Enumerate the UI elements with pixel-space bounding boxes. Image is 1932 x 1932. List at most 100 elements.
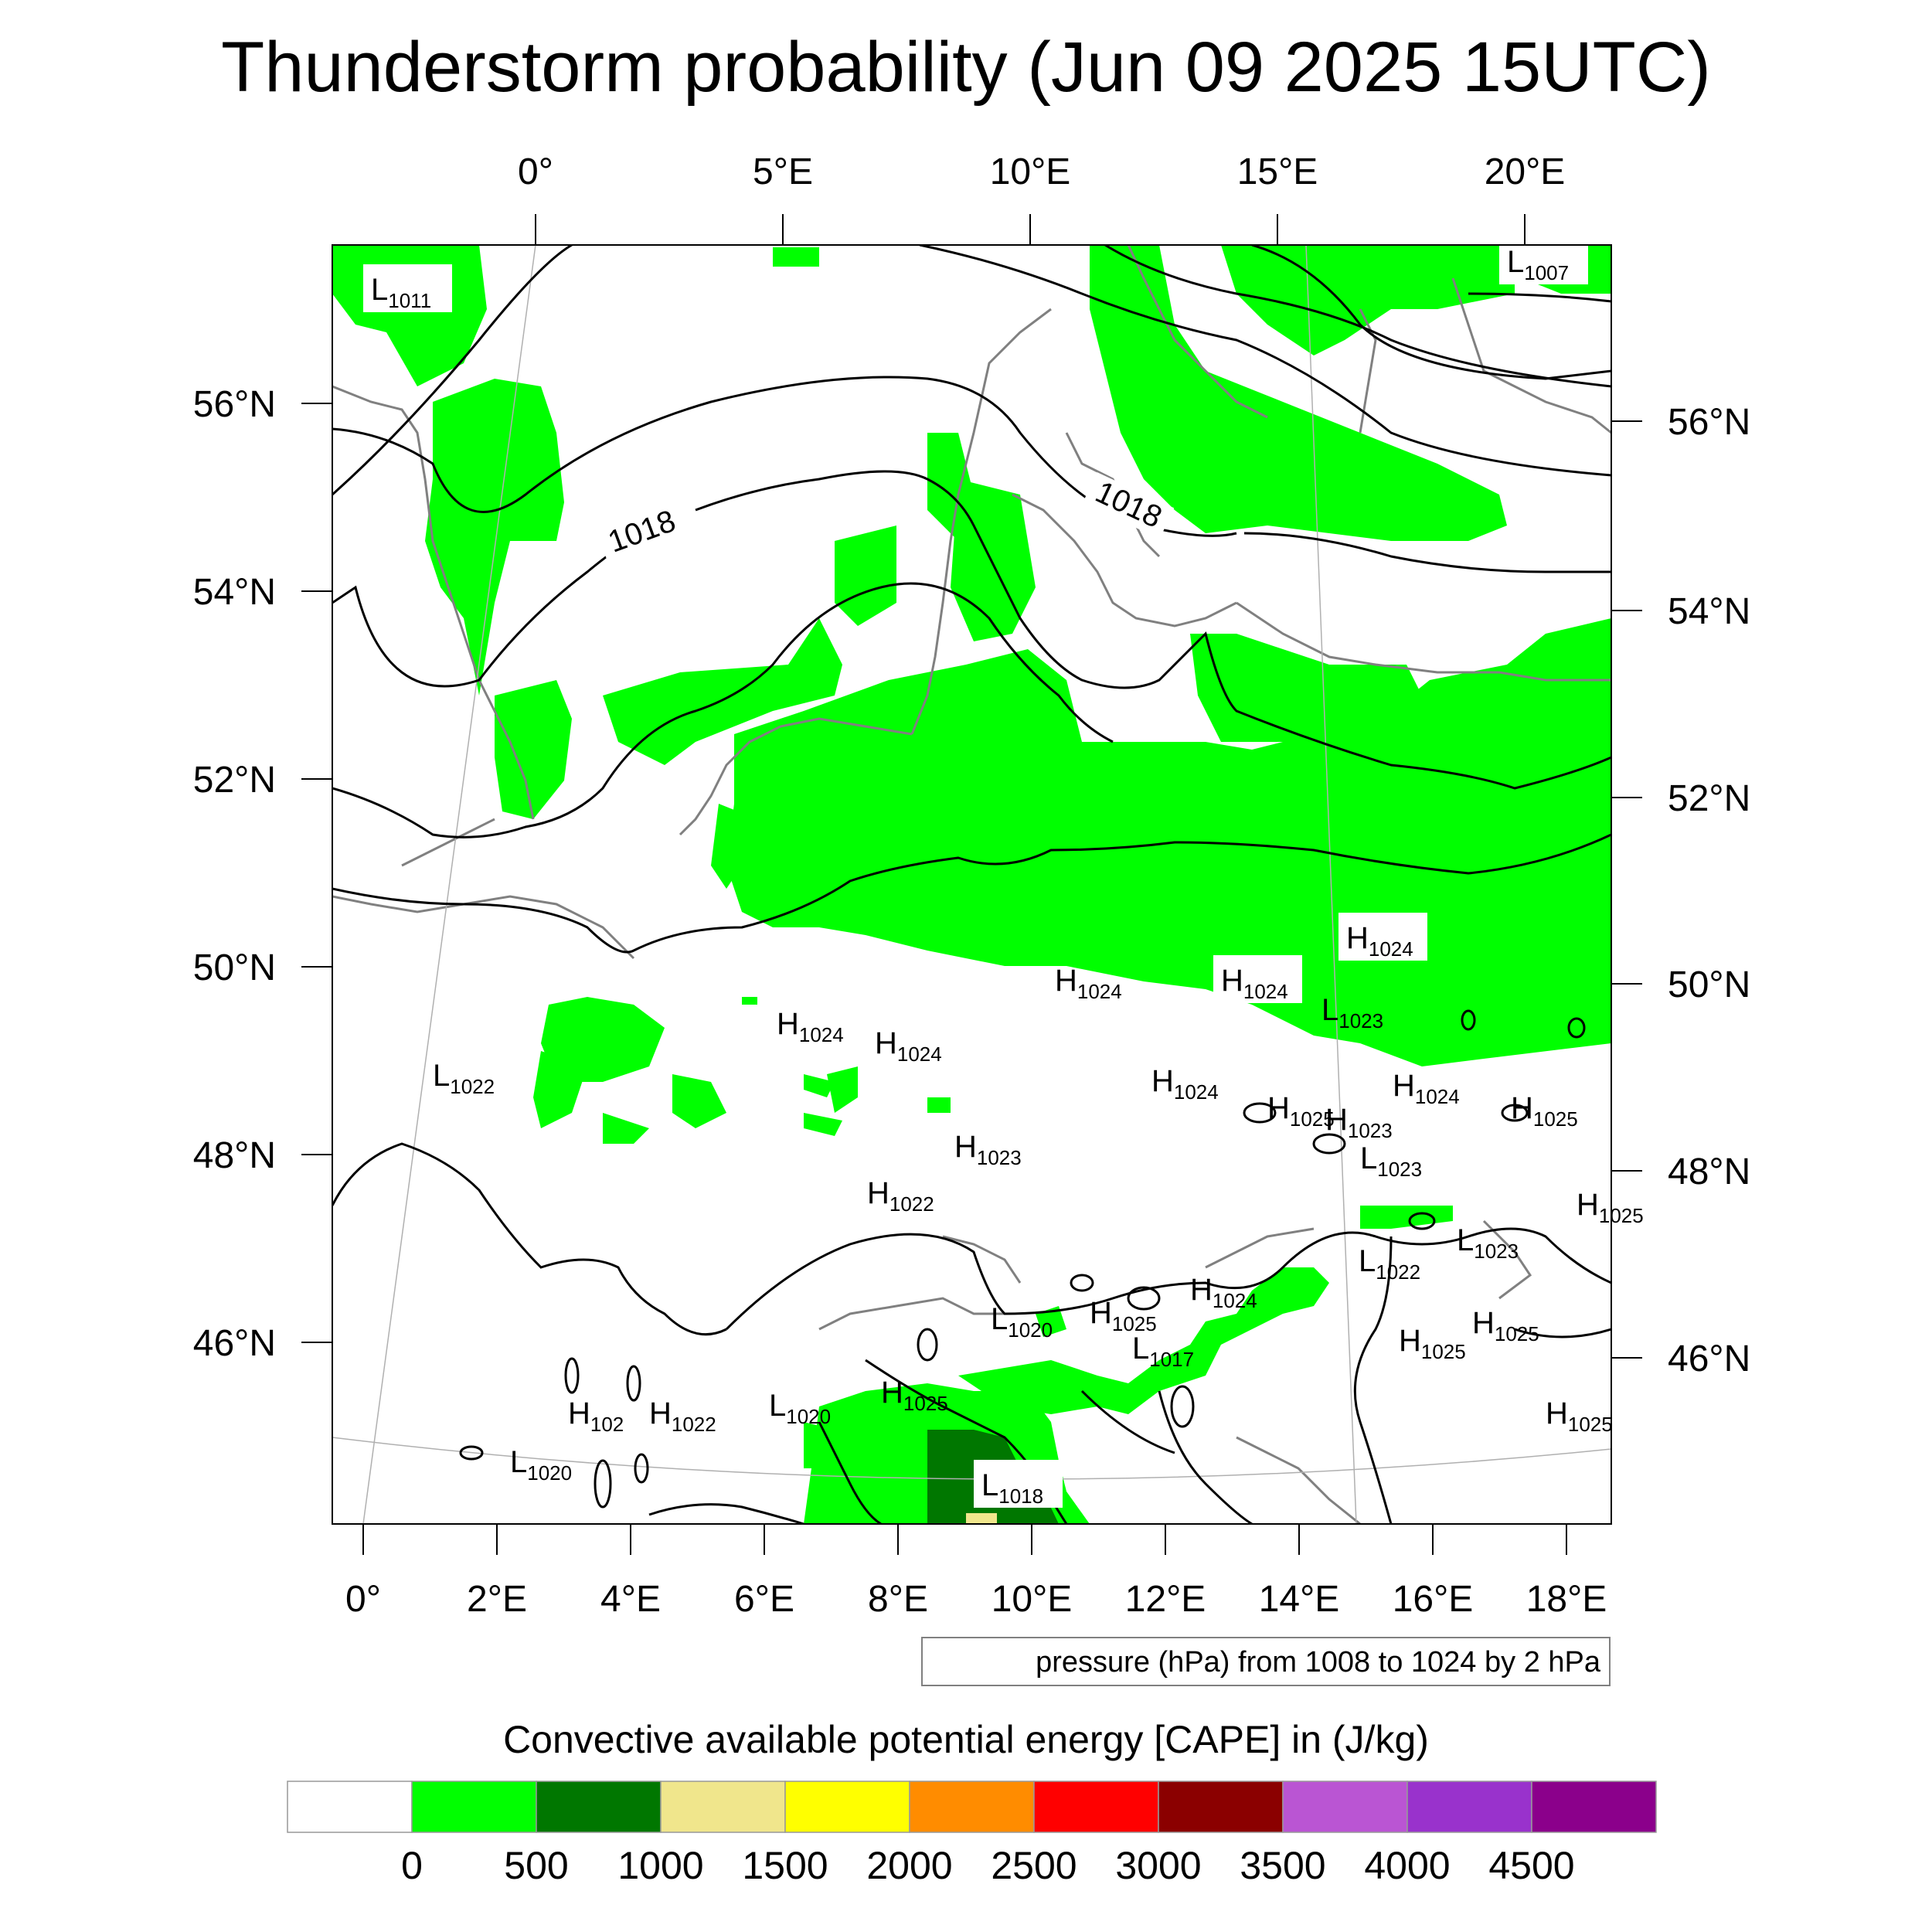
- coastline: [679, 717, 913, 836]
- left-lat-label: 48°N: [193, 1135, 276, 1176]
- colorbar-swatch: [1282, 1781, 1408, 1833]
- cape-area: [773, 247, 819, 267]
- left-lat-label: 54°N: [193, 572, 276, 613]
- colorbar-swatch: [536, 1781, 662, 1833]
- cape-area: [603, 618, 842, 765]
- pressure-center-label: L1018: [981, 1468, 1043, 1508]
- isobar: [459, 1445, 484, 1461]
- colorbar-swatch: [660, 1781, 786, 1833]
- cape-area: [1036, 1306, 1066, 1337]
- coastline: [1359, 308, 1377, 434]
- cape-area: [541, 997, 665, 1082]
- isobar: [1408, 1212, 1436, 1230]
- top-lon-label: 5°E: [753, 151, 813, 192]
- contour-info-text: pressure (hPa) from 1008 to 1024 by 2 hP…: [1036, 1646, 1601, 1679]
- top-longitude-axis: 0° 5°E 10°E 15°E 20°E: [518, 151, 1565, 245]
- right-lat-label: 48°N: [1668, 1151, 1750, 1192]
- pressure-center-bg: [974, 1460, 1063, 1508]
- colorbar-swatch: [784, 1781, 910, 1833]
- high-pressure-center: H1024: [1338, 913, 1427, 961]
- cape-area: [533, 1051, 587, 1128]
- isobar: [648, 1503, 804, 1524]
- high-pressure-center: H1025: [1546, 1396, 1613, 1436]
- coastline: [1451, 277, 1611, 434]
- contour-info-box: pressure (hPa) from 1008 to 1024 by 2 hP…: [921, 1637, 1611, 1686]
- colorbar-swatch: [909, 1781, 1035, 1833]
- isobar: [818, 1421, 882, 1524]
- cape-area: [804, 1422, 835, 1468]
- bottom-longitude-axis: 0° 2°E 4°E 6°E 8°E 10°E 12°E 14°E 16°E 1…: [345, 1524, 1607, 1620]
- bottom-lon-label: 6°E: [734, 1579, 794, 1620]
- colorbar-swatch: [287, 1781, 413, 1833]
- colorbar-label: 0: [401, 1844, 423, 1887]
- low-pressure-center: L1011: [363, 264, 452, 312]
- cape-area: [672, 1074, 726, 1128]
- isobar: [626, 1365, 641, 1402]
- figure-title: Thunderstorm probability (Jun 09 2025 15…: [221, 28, 1711, 107]
- cape-area: [1360, 1206, 1453, 1229]
- meridian-line: [362, 245, 536, 1524]
- bottom-lon-label: 16°E: [1393, 1579, 1474, 1620]
- top-lon-label: 0°: [518, 151, 553, 192]
- isobar: [332, 1142, 727, 1336]
- parallel-line: [332, 1437, 1611, 1480]
- right-lat-label: 54°N: [1668, 591, 1750, 632]
- cape-area: [603, 1113, 649, 1144]
- right-latitude-axis: 56°N 54°N 52°N 50°N 48°N 46°N: [1611, 402, 1750, 1379]
- colorbar-swatch: [1033, 1781, 1159, 1833]
- isobar: [1468, 292, 1611, 303]
- isobar: [1170, 1385, 1195, 1428]
- coastline: [1236, 1436, 1361, 1524]
- colorbar-label: 3000: [1115, 1844, 1201, 1887]
- isobar: [1158, 1390, 1253, 1524]
- isobar: [1070, 1274, 1094, 1292]
- pressure-center-label: H1025: [1546, 1396, 1613, 1436]
- isobar: [725, 1227, 1611, 1331]
- coastline: [1012, 493, 1237, 628]
- bottom-lon-label: 8°E: [868, 1579, 928, 1620]
- cape-area: [495, 680, 572, 819]
- pressure-center-bg: [1338, 913, 1427, 961]
- coastline: [332, 895, 635, 960]
- bottom-lon-label: 2°E: [467, 1579, 527, 1620]
- right-lat-label: 52°N: [1668, 778, 1750, 819]
- coastline: [818, 1297, 1005, 1331]
- cape-area: [425, 379, 564, 696]
- legend-title: Convective available potential energy [C…: [503, 1718, 1429, 1761]
- colorbar-label: 4000: [1364, 1844, 1450, 1887]
- bottom-lon-label: 18°E: [1526, 1579, 1607, 1620]
- low-pressure-center: L1007: [1499, 236, 1588, 284]
- coastline: [942, 1235, 1022, 1284]
- graticule: [332, 245, 1611, 1524]
- cape-area: [835, 526, 896, 626]
- cape-area: [1221, 245, 1515, 355]
- isobars: [332, 245, 1611, 1524]
- contour-info-frame: [921, 1637, 1611, 1686]
- isobar: [1353, 1236, 1393, 1524]
- colorbar-label: 500: [504, 1844, 568, 1887]
- colorbar-label: 4500: [1488, 1844, 1574, 1887]
- isobar: [1514, 1328, 1611, 1338]
- coastline: [910, 308, 1052, 735]
- isobar: [1127, 1286, 1161, 1311]
- coastline: [1127, 245, 1268, 419]
- high-pressure-center: H1023: [1325, 1103, 1393, 1142]
- isobar: [1461, 1009, 1476, 1031]
- left-lat-label: 46°N: [193, 1323, 276, 1364]
- map-frame: [332, 244, 1612, 1525]
- isobar: [1243, 532, 1611, 573]
- colorbar-label: 3500: [1240, 1844, 1325, 1887]
- cape-area: [958, 1267, 1329, 1414]
- bottom-lon-label: 10°E: [992, 1579, 1073, 1620]
- pressure-center-bg: [363, 264, 452, 312]
- isobar: [1243, 1102, 1277, 1124]
- colorbar-swatch: [1158, 1781, 1284, 1833]
- high-pressure-center: H1024: [1213, 955, 1302, 1003]
- top-lon-label: 15°E: [1237, 151, 1318, 192]
- pressure-center-bg: [1213, 955, 1302, 1003]
- cape-area: [1090, 245, 1507, 541]
- isobar: [332, 582, 1114, 838]
- coastline: [401, 818, 495, 867]
